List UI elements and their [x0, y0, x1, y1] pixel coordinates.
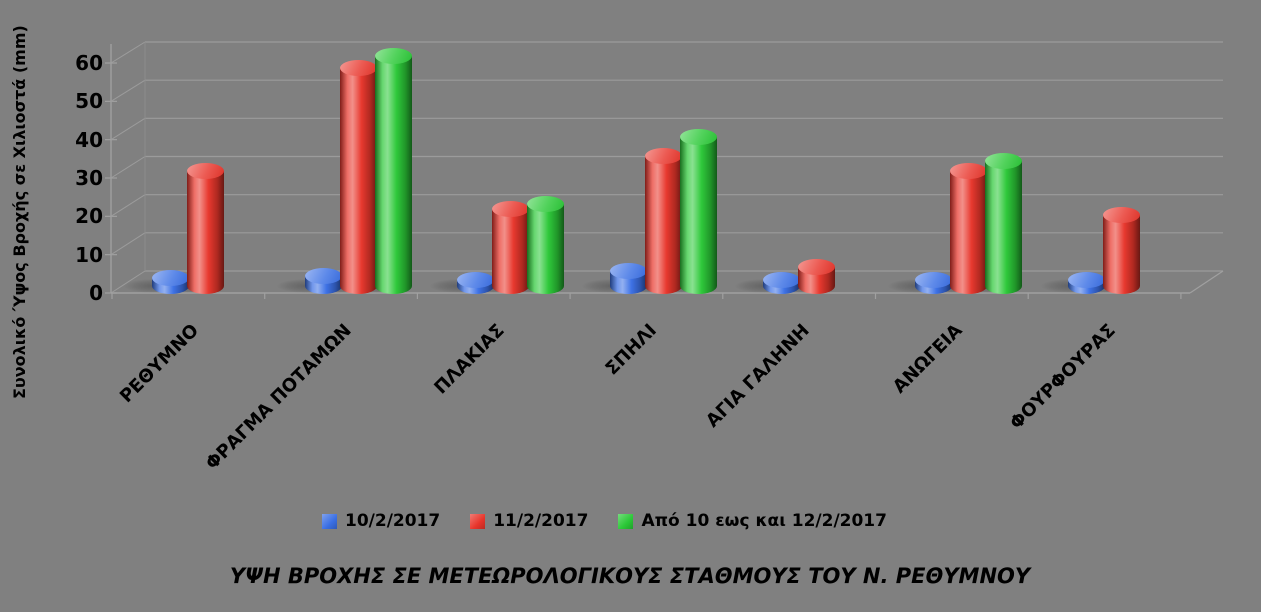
bar-cylinder-series1-5	[762, 272, 800, 294]
bar-cylinder-series1-6	[915, 272, 953, 294]
cylinder-cap	[915, 272, 953, 289]
cylinder-cap	[457, 272, 495, 289]
y-tick-label: 0	[89, 281, 103, 305]
cylinder-body	[527, 203, 565, 294]
cylinder-body	[1103, 215, 1141, 294]
cylinder-cap	[644, 147, 682, 164]
cylinder-body	[186, 171, 224, 294]
cylinder-cap	[186, 163, 224, 179]
bar-cylinder-series2-2	[339, 59, 377, 294]
cylinder-cap	[762, 272, 800, 289]
cylinder-cap	[797, 258, 835, 275]
bar-cylinder-series2-3	[492, 201, 530, 294]
cylinder-cap	[492, 201, 530, 218]
y-tick-label: 50	[75, 89, 103, 114]
bar-cylinder-series1-7	[1068, 272, 1106, 294]
cylinder-cap	[304, 268, 342, 285]
depth-connector	[110, 270, 146, 294]
y-tick-label: 40	[75, 127, 103, 152]
cylinder-cap	[1068, 272, 1106, 289]
y-axis-title: Συνολικό Ύψος Βροχής σε Χιλιοστά (mm)	[10, 25, 29, 399]
bar-cylinder-series2-7	[1103, 207, 1141, 294]
bar-cylinder-series1-4	[609, 262, 647, 294]
bar-cylinder-series1-1	[151, 270, 189, 294]
legend-swatch	[470, 513, 486, 529]
depth-connector	[110, 117, 146, 141]
bar-cylinder-series2-1	[186, 163, 224, 294]
cylinder-cap	[151, 270, 189, 287]
bar-cylinder-series2-4	[644, 147, 682, 294]
cylinder-cap	[1103, 207, 1141, 224]
cylinder-cap	[374, 48, 412, 64]
bar-cylinder-series3-4	[679, 128, 717, 294]
legend-label: 11/2/2017	[493, 511, 589, 531]
depth-connector	[110, 232, 146, 256]
cylinder-cap	[985, 153, 1023, 170]
legend-item: 10/2/2017	[322, 511, 440, 531]
bar-cylinder-series2-6	[950, 163, 988, 294]
depth-connector	[110, 156, 146, 179]
legend-label: Από 10 εως και 12/2/2017	[641, 511, 887, 531]
bar-cylinder-series2-5	[797, 258, 835, 294]
y-tick-label: 20	[75, 204, 103, 229]
legend-item: 11/2/2017	[470, 511, 588, 531]
cylinder-body	[679, 136, 717, 294]
cylinder-body	[374, 56, 412, 294]
bar-cylinder-series1-2	[304, 268, 342, 294]
y-tick-label: 30	[75, 166, 103, 190]
chart-title: ΥΨΗ ΒΡΟΧΗΣ ΣΕ ΜΕΤΕΩΡΟΛΟΓΙΚΟΥΣ ΣΤΑΘΜΟΥΣ Τ…	[229, 564, 1031, 588]
legend-label: 10/2/2017	[345, 511, 441, 531]
cylinder-cap	[950, 163, 988, 179]
bar-cylinder-series3-3	[527, 195, 565, 294]
bar-cylinder-series3-6	[985, 153, 1023, 294]
cylinder-cap	[527, 195, 565, 212]
y-tick-label: 10	[75, 242, 103, 267]
cylinder-cap	[339, 59, 377, 76]
cylinder-body	[492, 209, 530, 294]
legend-swatch	[322, 513, 337, 529]
legend-swatch	[618, 513, 634, 529]
depth-connector	[110, 41, 146, 64]
y-tick-label: 60	[75, 51, 103, 75]
cylinder-body	[950, 171, 988, 294]
legend-item: Από 10 εως και 12/2/2017	[618, 511, 887, 531]
cylinder-cap	[609, 262, 647, 279]
bar-cylinder-series3-2	[374, 48, 412, 294]
cylinder-body	[985, 161, 1023, 294]
cylinder-body	[644, 155, 682, 294]
depth-connector	[110, 194, 146, 217]
cylinder-body	[339, 67, 377, 294]
legend: 10/2/2017 11/2/2017 Από 10 εως και 12/2/20…	[322, 511, 887, 531]
bar-cylinder-series1-3	[457, 272, 495, 294]
depth-connector	[110, 79, 146, 102]
floor-right-edge	[1189, 270, 1224, 294]
cylinder-cap	[679, 128, 717, 145]
